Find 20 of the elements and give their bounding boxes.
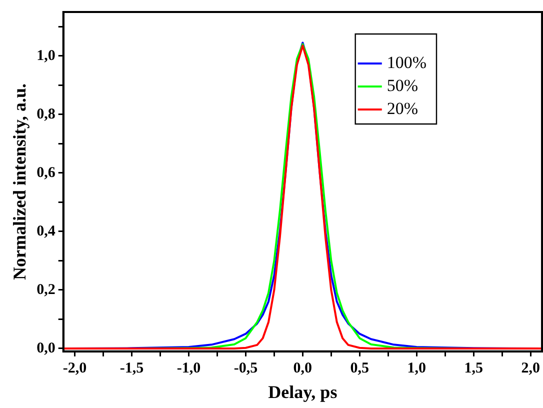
x-tick-label: 1,0 <box>407 360 426 376</box>
legend-label: 100% <box>386 52 427 72</box>
y-tick-label: 0,0 <box>36 340 56 356</box>
x-tick-label: -1,0 <box>176 360 201 376</box>
x-tick-label: -2,0 <box>62 360 87 376</box>
y-tick-label: 0,6 <box>36 164 56 181</box>
x-tick-label: 1,5 <box>464 360 484 376</box>
x-tick-label: 0,5 <box>350 360 370 376</box>
legend-label: 50% <box>386 76 418 95</box>
y-axis-title: Normalized intensity, a.u. <box>9 83 30 280</box>
x-tick-label: 2,0 <box>521 360 540 376</box>
y-tick-label: 0,4 <box>36 223 56 240</box>
x-tick-label: 0,0 <box>293 360 312 376</box>
x-tick-label: -1,5 <box>120 360 144 376</box>
legend-label: 20% <box>386 98 418 118</box>
y-tick-label: 1,0 <box>36 48 56 64</box>
x-tick-label: -0,5 <box>234 360 258 376</box>
y-tick-label: 0,2 <box>36 282 56 298</box>
x-axis-title: Delay, ps <box>268 382 338 402</box>
y-tick-label: 0,8 <box>36 106 56 122</box>
